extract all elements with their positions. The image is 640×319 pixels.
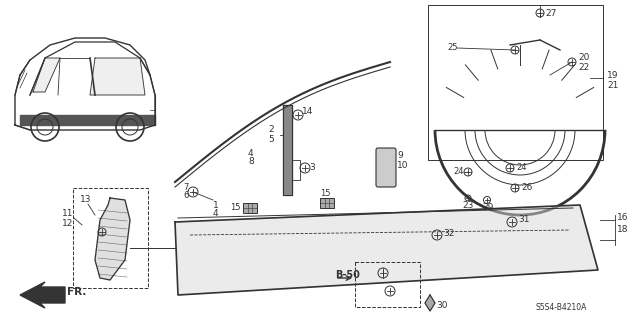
Bar [73, 188, 148, 288]
Text: B-50: B-50 [335, 270, 360, 280]
Bar [428, 5, 603, 160]
Text: 2: 2 [268, 125, 274, 135]
Text: 25: 25 [447, 43, 458, 53]
Text: 31: 31 [518, 216, 529, 225]
Text: 24: 24 [516, 164, 527, 173]
Bar [355, 262, 420, 307]
Polygon shape [90, 58, 145, 95]
Text: S5S4-B4210A: S5S4-B4210A [535, 303, 586, 313]
Text: 15: 15 [230, 204, 241, 212]
Text: 26: 26 [521, 183, 532, 192]
Text: 1: 1 [213, 201, 219, 210]
FancyBboxPatch shape [376, 148, 396, 187]
Text: 5: 5 [268, 136, 274, 145]
Text: 9: 9 [397, 151, 403, 160]
Polygon shape [33, 58, 60, 92]
Polygon shape [283, 105, 292, 195]
Text: 4: 4 [213, 209, 219, 218]
Text: 18: 18 [617, 226, 628, 234]
Text: 30: 30 [436, 300, 447, 309]
Polygon shape [95, 198, 130, 280]
Text: 12: 12 [62, 219, 74, 227]
Text: 32: 32 [443, 228, 454, 238]
Polygon shape [20, 282, 65, 308]
Text: 8: 8 [248, 158, 253, 167]
Text: 15: 15 [320, 189, 330, 198]
Text: 4: 4 [248, 150, 253, 159]
Bar [243, 203, 257, 213]
Text: 7: 7 [183, 183, 188, 192]
Text: 23: 23 [462, 201, 474, 210]
Polygon shape [20, 115, 155, 125]
Text: 6: 6 [183, 191, 188, 201]
Bar [320, 198, 334, 208]
Text: 16: 16 [617, 213, 628, 222]
Text: 21: 21 [607, 80, 618, 90]
Polygon shape [425, 295, 435, 311]
Polygon shape [175, 205, 598, 295]
Text: 27: 27 [545, 9, 556, 18]
Text: 14: 14 [302, 108, 314, 116]
Text: 3: 3 [309, 164, 315, 173]
Text: 29: 29 [482, 204, 493, 212]
Text: 22: 22 [578, 63, 589, 72]
Text: 20: 20 [578, 54, 589, 63]
Text: 19: 19 [607, 70, 618, 79]
Text: 10: 10 [397, 160, 408, 169]
Text: 11: 11 [62, 209, 74, 218]
Text: FR.: FR. [67, 287, 86, 297]
Text: 24: 24 [453, 167, 463, 176]
Text: 13: 13 [80, 196, 92, 204]
